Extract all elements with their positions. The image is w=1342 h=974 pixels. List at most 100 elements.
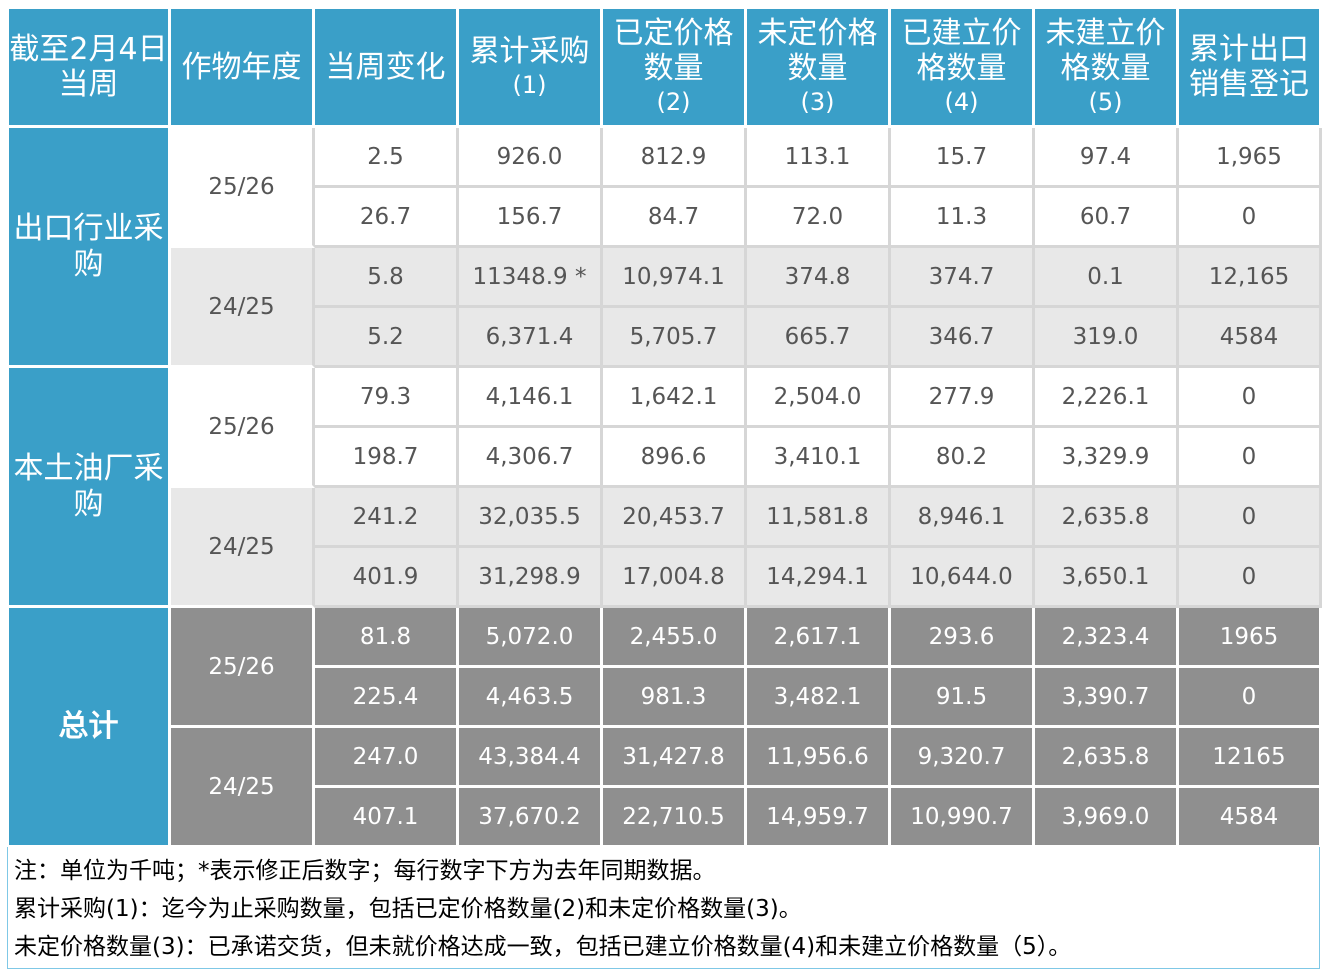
cell-established: 15.7 <box>891 128 1035 188</box>
header-cumulative-purchase: 累计采购 (1) <box>459 9 603 128</box>
cell-weekly-change: 198.7 <box>315 428 459 488</box>
cell-unestablished: 60.7 <box>1035 188 1179 248</box>
cell-unestablished: 3,650.1 <box>1035 548 1179 608</box>
cell-priced: 84.7 <box>603 188 747 248</box>
cell-established: 374.7 <box>891 248 1035 308</box>
cell-established: 11.3 <box>891 188 1035 248</box>
cell-cumulative: 156.7 <box>459 188 603 248</box>
cell-export-sales: 0 <box>1179 428 1322 488</box>
table-body: 出口行业采购 25/26 2.5 926.0 812.9 113.1 15.7 97.4 1,9… <box>9 128 1322 848</box>
cell-unpriced: 3,410.1 <box>747 428 891 488</box>
header-row: 截至2月4日 当周 作物年度 当周变化 累计采购 (1) 已定价格 数量 (2) <box>9 9 1322 128</box>
cell-priced: 5,705.7 <box>603 308 747 368</box>
cell-unestablished: 3,969.0 <box>1035 788 1179 848</box>
table-row: 401.9 31,298.9 17,004.8 14,294.1 10,644.0 3,6… <box>9 548 1322 608</box>
note-units: 注：单位为千吨；*表示修正后数字；每行数字下方为去年同期数据。 <box>14 858 716 884</box>
table-row: 本土油厂采购 25/26 79.3 4,146.1 1,642.1 2,504.0 277.… <box>9 368 1322 608</box>
cell-unestablished: 2,635.8 <box>1035 488 1179 548</box>
cell-export-sales: 4584 <box>1179 308 1322 368</box>
cell-export-sales: 0 <box>1179 368 1322 428</box>
cell-priced: 31,427.8 <box>603 728 747 788</box>
cell-unestablished: 0.1 <box>1035 248 1179 308</box>
cell-unestablished: 3,390.7 <box>1035 668 1179 728</box>
cell-cumulative: 31,298.9 <box>459 548 603 608</box>
crop-year-cell: 25/26 <box>171 608 315 728</box>
table-row: 24/25 241.2 32,035.5 20,453.7 11,581.8 8,946.… <box>9 488 1322 608</box>
header-priced-quantity: 已定价格 数量 (2) <box>603 9 747 128</box>
cell-cumulative: 4,146.1 <box>459 368 603 428</box>
cell-unestablished: 2,226.1 <box>1035 368 1179 428</box>
cell-unpriced: 2,617.1 <box>747 608 891 668</box>
sales-table: 截至2月4日 当周 作物年度 当周变化 累计采购 (1) 已定价格 数量 (2) <box>7 9 1322 848</box>
cell-unpriced: 665.7 <box>747 308 891 368</box>
cell-weekly-change: 2.5 <box>315 128 459 188</box>
cell-established: 9,320.7 <box>891 728 1035 788</box>
cell-weekly-change: 401.9 <box>315 548 459 608</box>
cell-cumulative: 43,384.4 <box>459 728 603 788</box>
group-label-1: 本土油厂采购 <box>9 368 171 608</box>
header-weekly-change: 当周变化 <box>315 9 459 128</box>
cell-export-sales: 12165 <box>1179 728 1322 788</box>
cell-priced: 10,974.1 <box>603 248 747 308</box>
table-row: 24/25 247.0 43,384.4 31,427.8 11,956.6 9,320.… <box>9 728 1322 848</box>
cell-cumulative: 11348.9 * <box>459 248 603 308</box>
table-row: 出口行业采购 25/26 2.5 926.0 812.9 113.1 15.7 97.4 1,9… <box>9 128 1322 368</box>
cell-export-sales: 12,165 <box>1179 248 1322 308</box>
cell-cumulative: 37,670.2 <box>459 788 603 848</box>
cell-unpriced: 113.1 <box>747 128 891 188</box>
cell-unestablished: 2,635.8 <box>1035 728 1179 788</box>
note-unpriced: 未定价格数量(3)：已承诺交货，但未就价格达成一致，包括已建立价格数量(4)和未… <box>14 934 1072 960</box>
crop-year-cell: 24/25 <box>171 248 315 368</box>
cell-established: 8,946.1 <box>891 488 1035 548</box>
crop-year-cell: 24/25 <box>171 488 315 608</box>
cell-weekly-change: 241.2 <box>315 488 459 548</box>
cell-unpriced: 374.8 <box>747 248 891 308</box>
cell-unpriced: 72.0 <box>747 188 891 248</box>
cell-unpriced: 14,959.7 <box>747 788 891 848</box>
cell-priced: 2,455.0 <box>603 608 747 668</box>
cell-priced: 17,004.8 <box>603 548 747 608</box>
cell-export-sales: 1,965 <box>1179 128 1322 188</box>
cell-unpriced: 11,956.6 <box>747 728 891 788</box>
cell-export-sales: 4584 <box>1179 788 1322 848</box>
cell-established: 346.7 <box>891 308 1035 368</box>
cell-export-sales: 0 <box>1179 488 1322 548</box>
cell-weekly-change: 247.0 <box>315 728 459 788</box>
cell-established: 277.9 <box>891 368 1035 428</box>
cell-priced: 812.9 <box>603 128 747 188</box>
table-row: 198.7 4,306.7 896.6 3,410.1 80.2 3,329.9 0 <box>9 428 1322 488</box>
table-row: 225.4 4,463.5 981.3 3,482.1 91.5 3,390.7 0 <box>9 668 1322 728</box>
cell-weekly-change: 81.8 <box>315 608 459 668</box>
cell-cumulative: 5,072.0 <box>459 608 603 668</box>
cell-priced: 20,453.7 <box>603 488 747 548</box>
cell-priced: 981.3 <box>603 668 747 728</box>
cell-weekly-change: 225.4 <box>315 668 459 728</box>
table-row: 5.2 6,371.4 5,705.7 665.7 346.7 319.0 4584 <box>9 308 1322 368</box>
cell-cumulative: 6,371.4 <box>459 308 603 368</box>
cell-established: 80.2 <box>891 428 1035 488</box>
cell-export-sales: 0 <box>1179 548 1322 608</box>
cell-weekly-change: 26.7 <box>315 188 459 248</box>
cell-priced: 22,710.5 <box>603 788 747 848</box>
header-unpriced-quantity: 未定价格 数量 (3) <box>747 9 891 128</box>
cell-unestablished: 3,329.9 <box>1035 428 1179 488</box>
cell-cumulative: 4,463.5 <box>459 668 603 728</box>
cell-cumulative: 32,035.5 <box>459 488 603 548</box>
cell-unpriced: 2,504.0 <box>747 368 891 428</box>
cell-export-sales: 1965 <box>1179 608 1322 668</box>
cell-weekly-change: 5.2 <box>315 308 459 368</box>
cell-unpriced: 11,581.8 <box>747 488 891 548</box>
header-unestablished-price-quantity: 未建立价 格数量 (5) <box>1035 9 1179 128</box>
header-week: 截至2月4日 当周 <box>9 9 171 128</box>
table-row: 26.7 156.7 84.7 72.0 11.3 60.7 0 <box>9 188 1322 248</box>
note-cumulative: 累计采购(1)：迄今为止采购数量，包括已定价格数量(2)和未定价格数量(3)。 <box>14 896 802 922</box>
cell-weekly-change: 79.3 <box>315 368 459 428</box>
cell-cumulative: 4,306.7 <box>459 428 603 488</box>
cell-unestablished: 97.4 <box>1035 128 1179 188</box>
cell-established: 10,990.7 <box>891 788 1035 848</box>
cell-priced: 1,642.1 <box>603 368 747 428</box>
cell-established: 10,644.0 <box>891 548 1035 608</box>
crop-year-cell: 24/25 <box>171 728 315 848</box>
header-cumulative-export-sales: 累计出口 销售登记 <box>1179 9 1322 128</box>
cell-unpriced: 3,482.1 <box>747 668 891 728</box>
